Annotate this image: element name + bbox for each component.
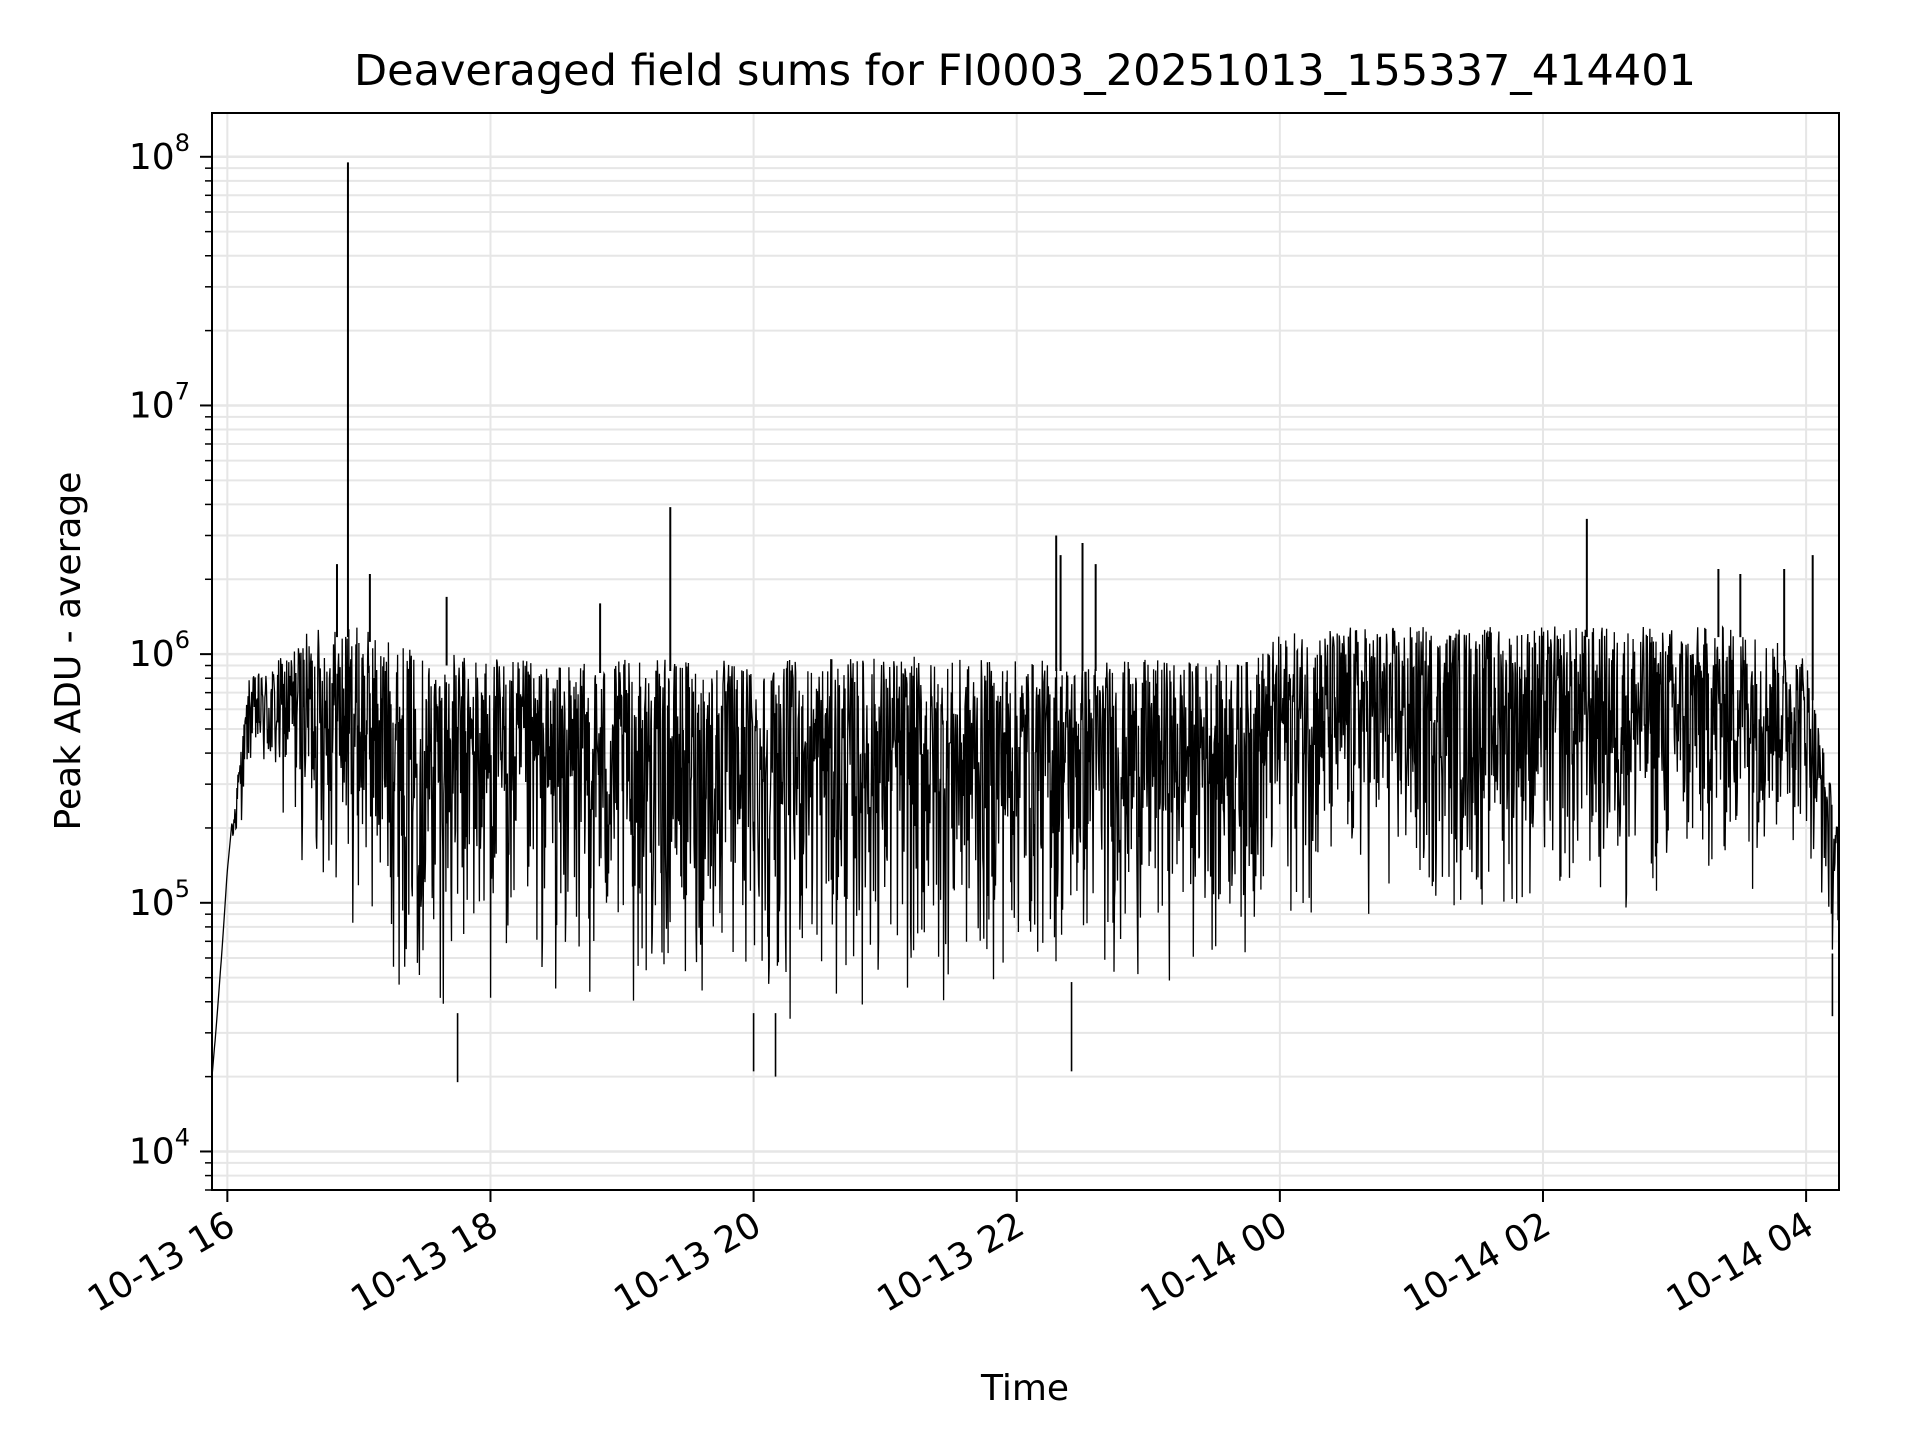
x-axis-label: Time (980, 1368, 1069, 1409)
x-tick-label: 10-14 02 (1397, 1204, 1558, 1320)
x-tick-label: 10-14 00 (1134, 1204, 1295, 1320)
y-tick-label: 106 (129, 626, 190, 675)
y-tick-label: 107 (129, 377, 190, 426)
y-tick-label: 105 (129, 875, 190, 924)
x-tick-label: 10-13 16 (81, 1204, 242, 1320)
x-tick-label: 10-13 18 (344, 1204, 505, 1320)
grid (212, 113, 1839, 1191)
y-tick-label: 108 (129, 129, 190, 178)
data-series (211, 162, 1840, 1083)
y-tick-label: 104 (129, 1123, 190, 1172)
chart-title: Deaveraged field sums for FI0003_2025101… (354, 46, 1696, 96)
x-axis-ticks: 10-13 16 10-13 18 10-13 20 10-13 22 10-14 00… (81, 1190, 1821, 1321)
data-line (211, 625, 1840, 1077)
x-tick-label: 10-13 22 (871, 1204, 1032, 1320)
x-tick-label: 10-13 20 (607, 1204, 768, 1320)
y-axis-label: Peak ADU - average (48, 472, 89, 831)
plot-frame (211, 112, 1840, 1191)
x-tick-label: 10-14 04 (1660, 1204, 1821, 1320)
y-axis-ticks: 104 105 106 107 108 (129, 129, 212, 1191)
